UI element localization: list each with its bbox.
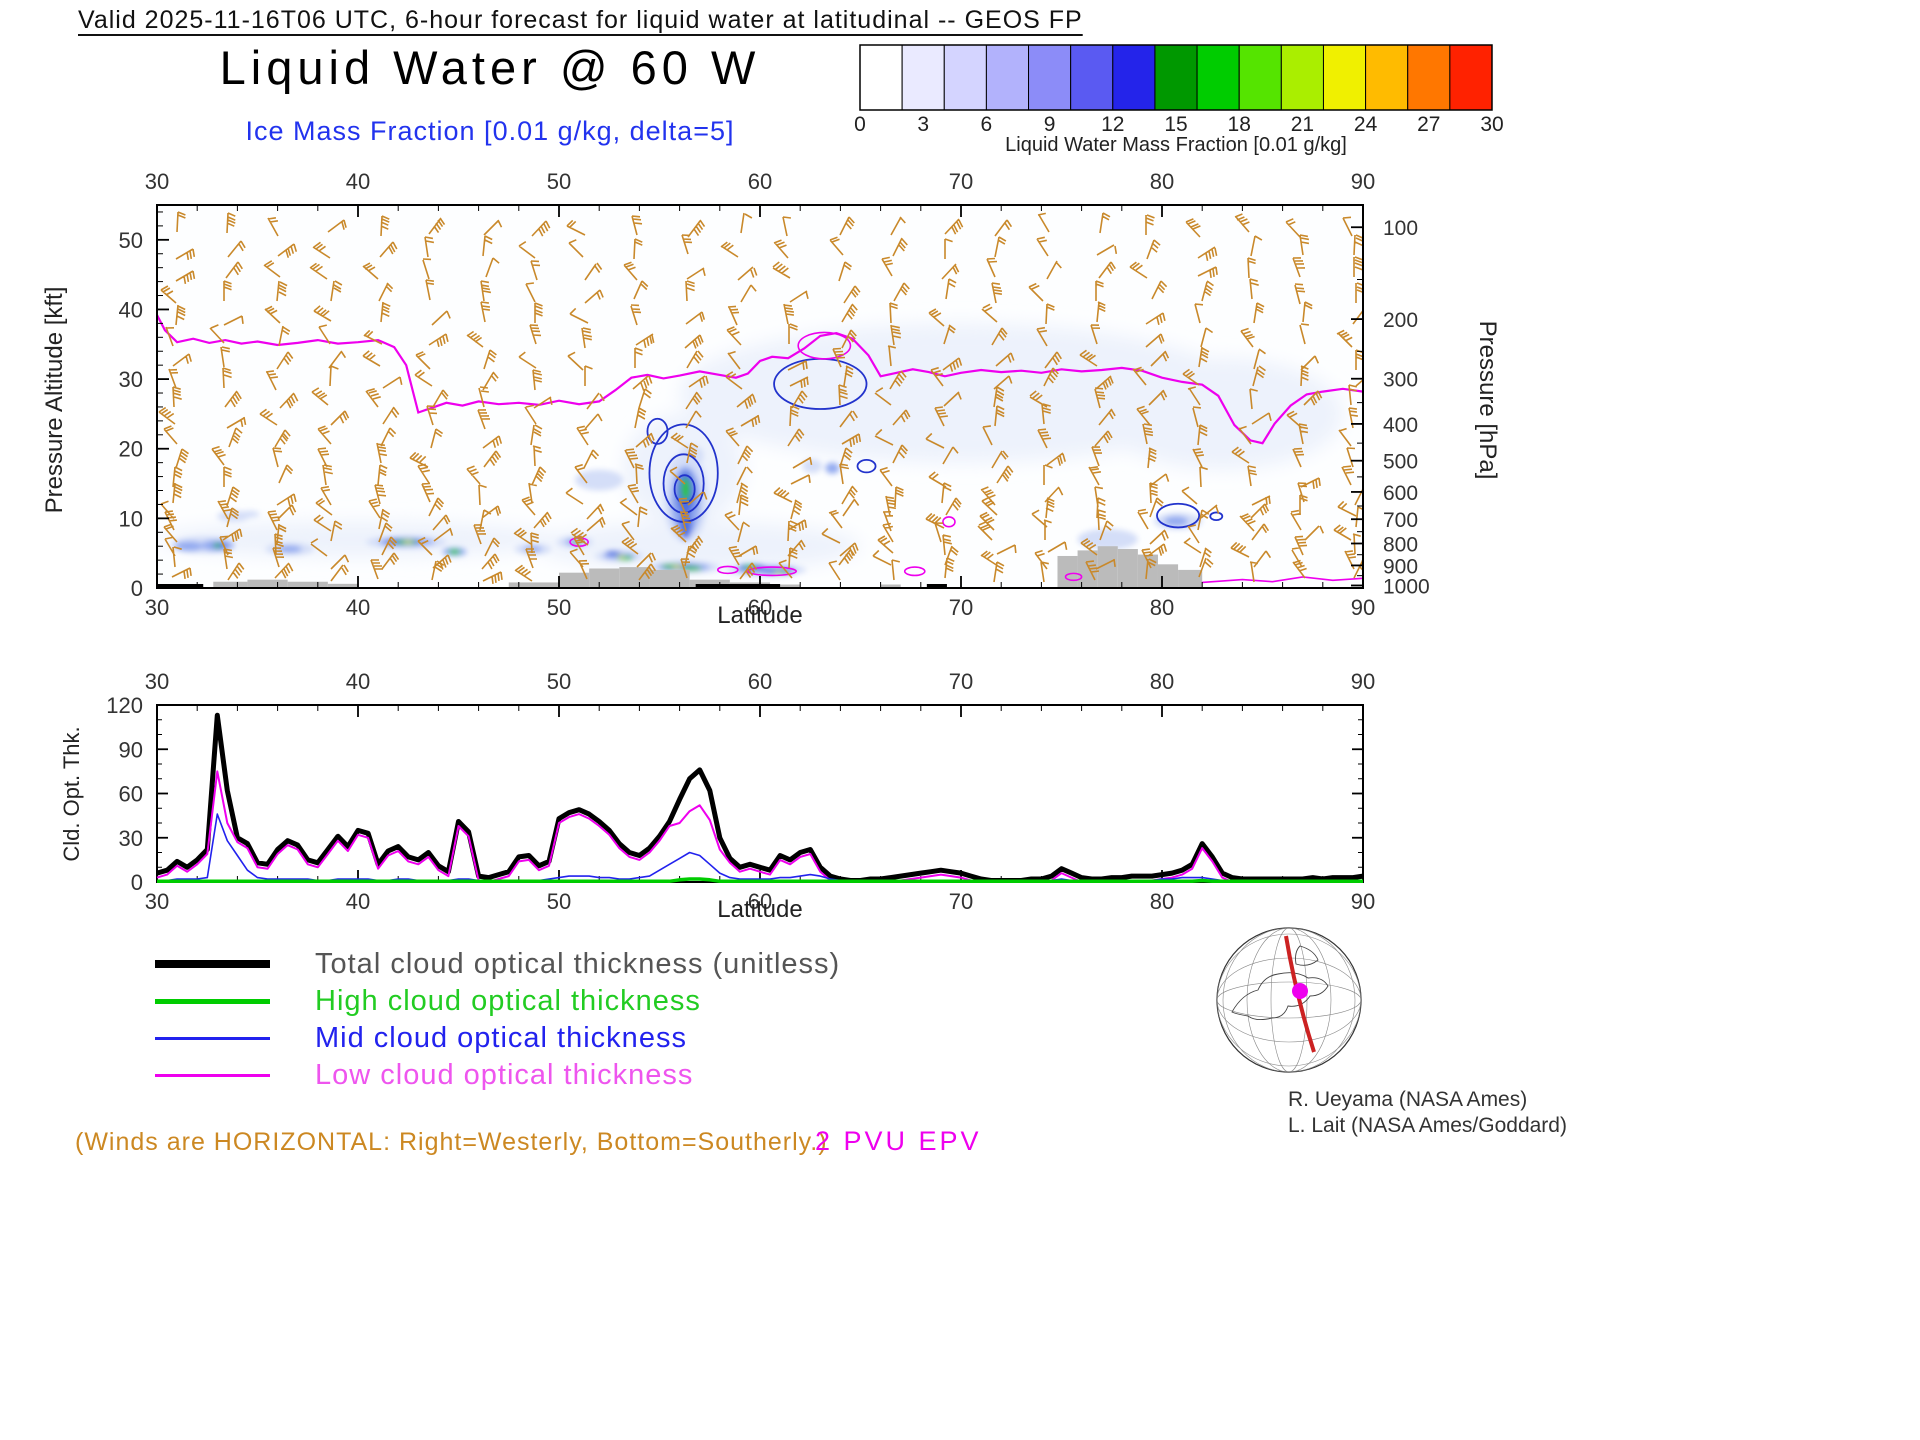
legend-row-total: Total cloud optical thickness (unitless) — [155, 946, 840, 982]
epv-2pvu-line — [157, 314, 1363, 584]
svg-text:1000: 1000 — [1383, 575, 1430, 598]
svg-text:30: 30 — [119, 826, 143, 851]
svg-text:60: 60 — [748, 169, 772, 194]
series-0 — [156, 712, 1364, 883]
credit-line-2: L. Lait (NASA Ames/Goddard) — [1288, 1114, 1567, 1137]
main-yaxis-left-label: Pressure Altitude [kft] — [41, 286, 68, 514]
svg-text:30: 30 — [145, 595, 169, 620]
svg-text:20: 20 — [119, 437, 143, 462]
svg-text:800: 800 — [1383, 533, 1418, 556]
svg-text:9: 9 — [1044, 113, 1056, 136]
svg-text:30: 30 — [119, 367, 143, 392]
lower-xaxis-label: Latitude — [717, 896, 803, 923]
svg-text:30: 30 — [145, 889, 169, 914]
legend-label-mid: Mid cloud optical thickness — [315, 1021, 687, 1054]
svg-text:70: 70 — [949, 595, 973, 620]
svg-text:40: 40 — [346, 889, 370, 914]
credit-line-1: R. Ueyama (NASA Ames) — [1288, 1088, 1528, 1111]
svg-text:10: 10 — [119, 506, 143, 531]
colorbar: 0 3 6 9 12 15 18 21 24 27 30 — [854, 44, 1504, 136]
svg-text:60: 60 — [748, 889, 772, 914]
svg-text:90: 90 — [1351, 889, 1375, 914]
svg-text:90: 90 — [119, 737, 143, 762]
svg-text:80: 80 — [1150, 669, 1174, 694]
winds-note: (Winds are HORIZONTAL: Right=Westerly, B… — [75, 1128, 828, 1156]
svg-text:30: 30 — [1480, 113, 1503, 136]
svg-text:600: 600 — [1383, 482, 1418, 505]
svg-text:21: 21 — [1291, 113, 1314, 136]
svg-text:60: 60 — [748, 595, 772, 620]
svg-text:300: 300 — [1383, 369, 1418, 392]
legend-row-low: Low cloud optical thickness — [155, 1057, 840, 1093]
locator-globe — [1216, 927, 1362, 1073]
legend-row-mid: Mid cloud optical thickness — [155, 1020, 840, 1056]
svg-text:90: 90 — [1351, 595, 1375, 620]
svg-text:0: 0 — [131, 576, 143, 601]
svg-text:30: 30 — [145, 169, 169, 194]
legend-line-total — [155, 960, 270, 968]
svg-text:18: 18 — [1228, 113, 1251, 136]
svg-text:50: 50 — [547, 889, 571, 914]
svg-text:12: 12 — [1101, 113, 1124, 136]
svg-text:900: 900 — [1383, 555, 1418, 578]
svg-text:50: 50 — [547, 595, 571, 620]
legend-row-high: High cloud optical thickness — [155, 983, 840, 1019]
svg-text:200: 200 — [1383, 309, 1418, 332]
svg-text:500: 500 — [1383, 451, 1418, 474]
svg-text:60: 60 — [119, 782, 143, 807]
liquid-water-wash — [157, 323, 1343, 571]
svg-text:120: 120 — [106, 693, 143, 718]
legend: Total cloud optical thickness (unitless)… — [155, 946, 840, 1093]
svg-text:50: 50 — [119, 228, 143, 253]
legend-label-low: Low cloud optical thickness — [315, 1058, 694, 1091]
page-title: Liquid Water @ 60 W — [219, 41, 761, 94]
legend-line-mid — [155, 1036, 270, 1040]
svg-text:6: 6 — [981, 113, 993, 136]
svg-text:70: 70 — [949, 169, 973, 194]
svg-text:70: 70 — [949, 889, 973, 914]
svg-text:3: 3 — [917, 113, 929, 136]
svg-text:80: 80 — [1150, 169, 1174, 194]
svg-text:100: 100 — [1383, 217, 1418, 240]
svg-text:50: 50 — [547, 169, 571, 194]
svg-text:40: 40 — [119, 297, 143, 322]
lower-panel-frame — [156, 704, 1364, 883]
svg-text:0: 0 — [854, 113, 866, 136]
svg-text:400: 400 — [1383, 414, 1418, 437]
svg-text:0: 0 — [131, 870, 143, 895]
svg-text:80: 80 — [1150, 595, 1174, 620]
subtitle-ice-mass-fraction: Ice Mass Fraction [0.01 g/kg, delta=5] — [245, 116, 735, 146]
svg-text:40: 40 — [346, 169, 370, 194]
main-yaxis-right-label: Pressure [hPa] — [1474, 320, 1501, 480]
svg-text:60: 60 — [748, 669, 772, 694]
legend-line-low — [155, 1073, 270, 1077]
svg-text:700: 700 — [1383, 509, 1418, 532]
wind-barbs — [158, 211, 1363, 585]
legend-label-total: Total cloud optical thickness (unitless) — [315, 947, 841, 980]
lower-yaxis-label: Cld. Opt. Thk. — [59, 726, 84, 862]
svg-text:27: 27 — [1417, 113, 1440, 136]
series-3 — [157, 877, 1363, 884]
svg-text:30: 30 — [145, 669, 169, 694]
svg-text:80: 80 — [1150, 889, 1174, 914]
svg-text:70: 70 — [949, 669, 973, 694]
main-xaxis-label: Latitude — [717, 602, 803, 629]
series-2 — [157, 813, 1363, 882]
legend-label-high: High cloud optical thickness — [315, 984, 701, 1017]
svg-text:90: 90 — [1351, 669, 1375, 694]
valid-time-line: Valid 2025-11-16T06 UTC, 6-hour forecast… — [78, 6, 1083, 34]
svg-text:24: 24 — [1354, 113, 1378, 136]
svg-text:90: 90 — [1351, 169, 1375, 194]
svg-text:50: 50 — [547, 669, 571, 694]
epv-label: 2 PVU EPV — [815, 1126, 982, 1156]
svg-text:15: 15 — [1164, 113, 1187, 136]
svg-text:40: 40 — [346, 595, 370, 620]
legend-line-high — [155, 998, 270, 1004]
colorbar-label: Liquid Water Mass Fraction [0.01 g/kg] — [1005, 134, 1347, 156]
svg-text:40: 40 — [346, 669, 370, 694]
